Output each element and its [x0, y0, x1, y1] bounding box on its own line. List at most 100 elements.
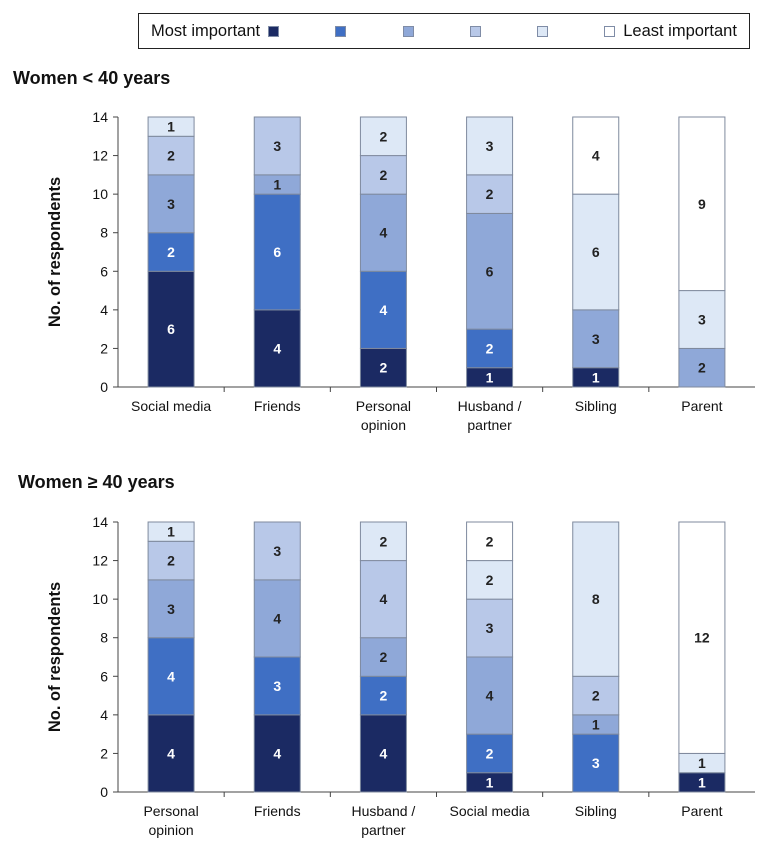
bar-segment-0-3-3: [466, 174, 514, 214]
legend-label-6: Least important: [623, 21, 737, 40]
data-label: 3: [273, 678, 281, 694]
data-label: 1: [592, 717, 600, 733]
data-label: 6: [486, 263, 494, 279]
data-label: 2: [698, 360, 706, 376]
bar-segment-1-3-1: [466, 733, 514, 774]
y-tick-label: 4: [100, 707, 108, 723]
data-label: 3: [273, 543, 281, 559]
data-label: 1: [486, 774, 494, 790]
legend-swatch-3: [402, 25, 414, 37]
data-label: 2: [486, 340, 494, 356]
bar-segment-0-0-0: [147, 270, 195, 388]
data-label: 3: [167, 196, 175, 212]
legend-item-5: [537, 25, 548, 37]
x-category-label: Sibling: [575, 803, 617, 819]
y-axis-label: No. of respondents: [46, 582, 64, 732]
bar-segment-1-2-0: [359, 714, 407, 793]
data-label: 6: [592, 244, 600, 260]
data-label: 3: [592, 755, 600, 771]
bar-segment-1-4-4: [572, 521, 620, 677]
data-label: 3: [592, 331, 600, 347]
data-label: 4: [592, 148, 600, 164]
x-category-label: Husband / partner: [458, 398, 522, 433]
legend-swatch-5: [537, 25, 548, 37]
chart-title-40-plus: Women ≥ 40 years: [18, 472, 175, 492]
legend-item-6: Least important: [604, 22, 737, 41]
bar-segment-1-1-1: [253, 656, 301, 716]
x-category-label: Friends: [254, 398, 301, 414]
data-label: 1: [698, 755, 706, 771]
bar-segment-1-2-1: [359, 675, 407, 716]
x-category-label: Friends: [254, 803, 301, 819]
x-category-label: Personal opinion: [356, 398, 411, 433]
bar-segment-0-2-2: [359, 193, 407, 272]
bar-segment-1-3-3: [466, 598, 514, 658]
bar-segment-1-0-1: [147, 637, 195, 716]
y-tick-label: 0: [100, 784, 108, 800]
bar-segment-0-4-2: [572, 309, 620, 369]
chart-women-40-plus: No. of respondents0246810121444321Person…: [46, 514, 755, 838]
data-label: 2: [380, 128, 388, 144]
bar-segment-0-0-3: [147, 135, 195, 176]
bar-segment-1-1-2: [253, 579, 301, 658]
data-label: 12: [694, 630, 710, 646]
data-label: 4: [167, 745, 175, 761]
data-label: 3: [698, 312, 706, 328]
data-label: 2: [486, 745, 494, 761]
bar-segment-0-0-4: [147, 116, 195, 137]
bar-segment-0-1-3: [253, 116, 301, 176]
y-tick-label: 6: [100, 668, 108, 684]
data-label: 2: [380, 533, 388, 549]
legend-item-2: [335, 25, 347, 37]
x-category-label: Personal opinion: [143, 803, 198, 838]
y-tick-label: 10: [92, 186, 108, 202]
y-tick-label: 0: [100, 379, 108, 395]
bar-segment-0-2-1: [359, 270, 407, 349]
legend-swatch-6: [604, 25, 616, 37]
data-label: 4: [273, 745, 281, 761]
bar-segment-0-3-1: [466, 328, 514, 369]
y-axis-label: No. of respondents: [46, 177, 64, 327]
bar-segment-0-0-2: [147, 174, 195, 234]
x-category-label: Social media: [131, 398, 211, 414]
chart-women-under-40: No. of respondents0246810121462321Social…: [46, 109, 755, 433]
data-label: 2: [380, 360, 388, 376]
bar-segment-0-3-4: [466, 116, 514, 176]
x-category-label: Parent: [681, 803, 722, 819]
bar-segment-0-5-5: [678, 116, 726, 292]
data-label: 2: [486, 572, 494, 588]
data-label: 1: [167, 119, 175, 135]
data-label: 3: [486, 138, 494, 154]
bar-segment-0-1-1: [253, 193, 301, 311]
data-label: 2: [167, 553, 175, 569]
data-label: 4: [380, 302, 388, 318]
legend-item-3: [402, 25, 414, 37]
data-label: 4: [486, 688, 494, 704]
bar-segment-1-3-5: [466, 521, 514, 562]
data-label: 4: [273, 610, 281, 626]
bar-segment-1-2-4: [359, 521, 407, 562]
data-label: 4: [380, 225, 388, 241]
data-label: 2: [486, 533, 494, 549]
y-tick-label: 12: [92, 148, 108, 164]
bar-segment-0-2-4: [359, 116, 407, 157]
bar-segment-1-0-2: [147, 579, 195, 639]
data-label: 4: [380, 745, 388, 761]
bar-segment-1-5-5: [678, 521, 726, 754]
data-label: 3: [167, 601, 175, 617]
data-label: 4: [380, 591, 388, 607]
y-tick-label: 10: [92, 591, 108, 607]
bar-segment-0-5-4: [678, 290, 726, 349]
bar-segment-1-1-3: [253, 521, 301, 581]
bar-segment-1-2-3: [359, 560, 407, 639]
data-label: 1: [592, 369, 600, 385]
data-label: 1: [486, 369, 494, 385]
legend-swatch-2: [335, 25, 347, 37]
bar-segment-0-4-5: [572, 116, 620, 195]
y-tick-label: 2: [100, 340, 108, 356]
data-label: 4: [273, 340, 281, 356]
data-label: 2: [486, 186, 494, 202]
legend-item-4: [469, 25, 481, 37]
legend-swatch-1: [268, 25, 280, 37]
data-label: 1: [698, 774, 706, 790]
